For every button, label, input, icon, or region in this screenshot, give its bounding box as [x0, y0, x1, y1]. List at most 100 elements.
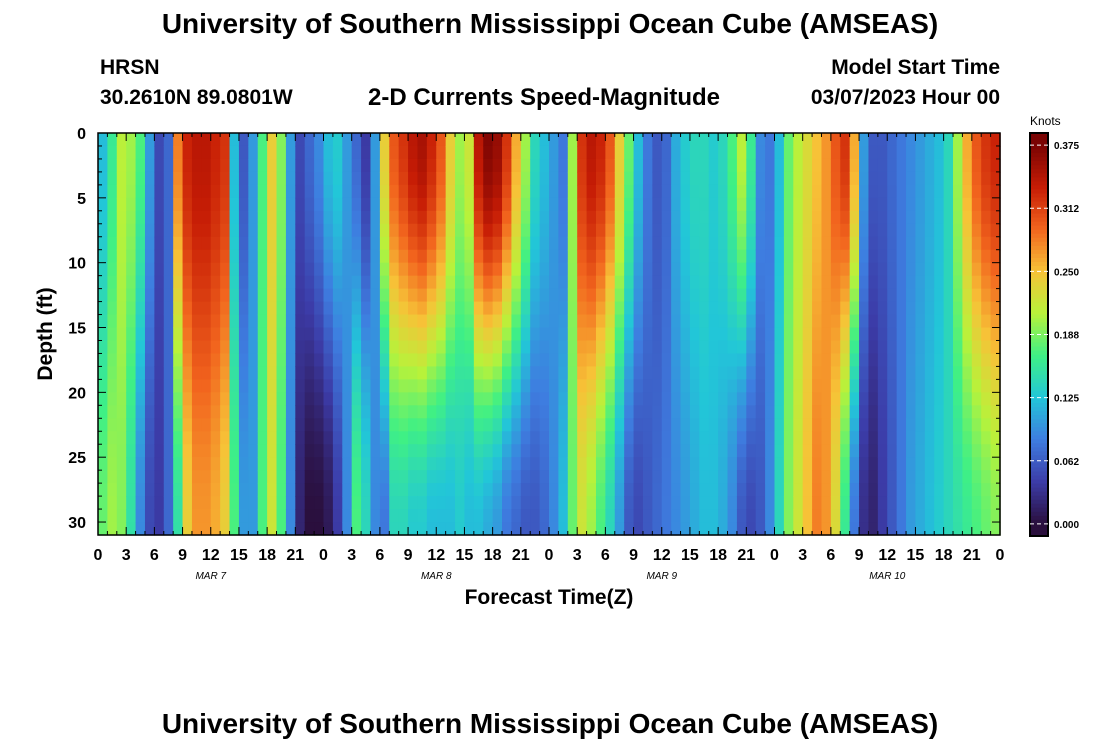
- heatmap-cell: [398, 431, 409, 445]
- heatmap-cell: [502, 262, 513, 277]
- heatmap-cell: [915, 158, 926, 173]
- heatmap-cell: [379, 522, 390, 536]
- heatmap-cell: [361, 171, 372, 186]
- heatmap-cell: [267, 457, 278, 471]
- day-label: MAR 10: [869, 571, 906, 582]
- heatmap-cell: [530, 470, 541, 484]
- heatmap-cell: [267, 483, 278, 497]
- heatmap-cell: [173, 223, 184, 238]
- heatmap-cell: [765, 392, 776, 406]
- heatmap-cell: [953, 522, 964, 536]
- heatmap-cell: [135, 509, 146, 523]
- heatmap-cell: [689, 522, 700, 536]
- heatmap-cell: [558, 145, 569, 160]
- heatmap-cell: [473, 133, 484, 147]
- heatmap-cell: [577, 444, 588, 458]
- heatmap-cell: [633, 392, 644, 406]
- heatmap-cell: [718, 327, 729, 342]
- heatmap-cell: [577, 353, 588, 368]
- heatmap-cell: [445, 327, 456, 342]
- heatmap-cell: [530, 444, 541, 458]
- heatmap-cell: [464, 288, 475, 303]
- heatmap-cell: [520, 301, 531, 316]
- heatmap-cell: [351, 418, 362, 432]
- heatmap-cell: [727, 457, 738, 471]
- heatmap-cell: [417, 431, 428, 445]
- x-tick-label: 3: [573, 547, 582, 564]
- heatmap-cell: [191, 509, 202, 523]
- heatmap-cell: [595, 158, 606, 173]
- heatmap-cell: [586, 496, 597, 510]
- heatmap-cell: [924, 340, 935, 355]
- heatmap-cell: [793, 340, 804, 355]
- heatmap-cell: [877, 392, 888, 406]
- heatmap-cell: [417, 184, 428, 199]
- heatmap-cell: [408, 236, 419, 251]
- heatmap-cell: [671, 210, 682, 225]
- heatmap-cell: [633, 522, 644, 536]
- heatmap-cell: [906, 145, 917, 160]
- heatmap-cell: [840, 288, 851, 303]
- heatmap-cell: [953, 197, 964, 212]
- heatmap-cell: [539, 379, 550, 393]
- colorbar-strip: [1030, 523, 1048, 529]
- heatmap-cell: [154, 457, 165, 471]
- heatmap-cell: [990, 288, 1001, 303]
- heatmap-cell: [464, 418, 475, 432]
- heatmap-cell: [859, 133, 870, 147]
- heatmap-cell: [238, 509, 249, 523]
- colorbar-strip: [1030, 253, 1048, 259]
- heatmap-cell: [201, 184, 212, 199]
- heatmap-cell: [981, 353, 992, 368]
- heatmap-cell: [586, 457, 597, 471]
- heatmap-cell: [182, 145, 193, 160]
- heatmap-cell: [887, 210, 898, 225]
- heatmap-cell: [191, 418, 202, 432]
- heatmap-cell: [689, 327, 700, 342]
- heatmap-cell: [990, 483, 1001, 497]
- heatmap-cell: [408, 171, 419, 186]
- heatmap-cell: [642, 483, 653, 497]
- heatmap-cell: [257, 405, 268, 419]
- heatmap-cell: [877, 444, 888, 458]
- heatmap-cell: [511, 483, 522, 497]
- heatmap-cell: [990, 236, 1001, 251]
- heatmap-cell: [755, 444, 766, 458]
- heatmap-cell: [586, 145, 597, 160]
- heatmap-cell: [135, 366, 146, 380]
- heatmap-cell: [285, 236, 296, 251]
- heatmap-cell: [276, 223, 287, 238]
- heatmap-cell: [943, 301, 954, 316]
- heatmap-cell: [680, 262, 691, 277]
- heatmap-cell: [821, 366, 832, 380]
- heatmap-cell: [464, 327, 475, 342]
- heatmap-cell: [736, 509, 747, 523]
- heatmap-cell: [981, 405, 992, 419]
- heatmap-cell: [595, 249, 606, 264]
- heatmap-cell: [896, 301, 907, 316]
- heatmap-cell: [849, 223, 860, 238]
- heatmap-cell: [859, 366, 870, 380]
- heatmap-cell: [154, 470, 165, 484]
- heatmap-cell: [492, 366, 503, 380]
- colorbar-strip: [1030, 265, 1048, 271]
- heatmap-cell: [304, 366, 315, 380]
- heatmap-cell: [191, 197, 202, 212]
- heatmap-cell: [304, 392, 315, 406]
- heatmap-cell: [295, 314, 306, 329]
- heatmap-cell: [689, 379, 700, 393]
- heatmap-cell: [492, 470, 503, 484]
- heatmap-cell: [765, 249, 776, 264]
- heatmap-cell: [642, 262, 653, 277]
- heatmap-cell: [953, 171, 964, 186]
- heatmap-cell: [652, 392, 663, 406]
- heatmap-cell: [520, 314, 531, 329]
- heatmap-cell: [605, 418, 616, 432]
- heatmap-cell: [191, 133, 202, 147]
- heatmap-cell: [680, 197, 691, 212]
- heatmap-cell: [652, 314, 663, 329]
- heatmap-cell: [398, 288, 409, 303]
- heatmap-cell: [173, 210, 184, 225]
- heatmap-cell: [887, 509, 898, 523]
